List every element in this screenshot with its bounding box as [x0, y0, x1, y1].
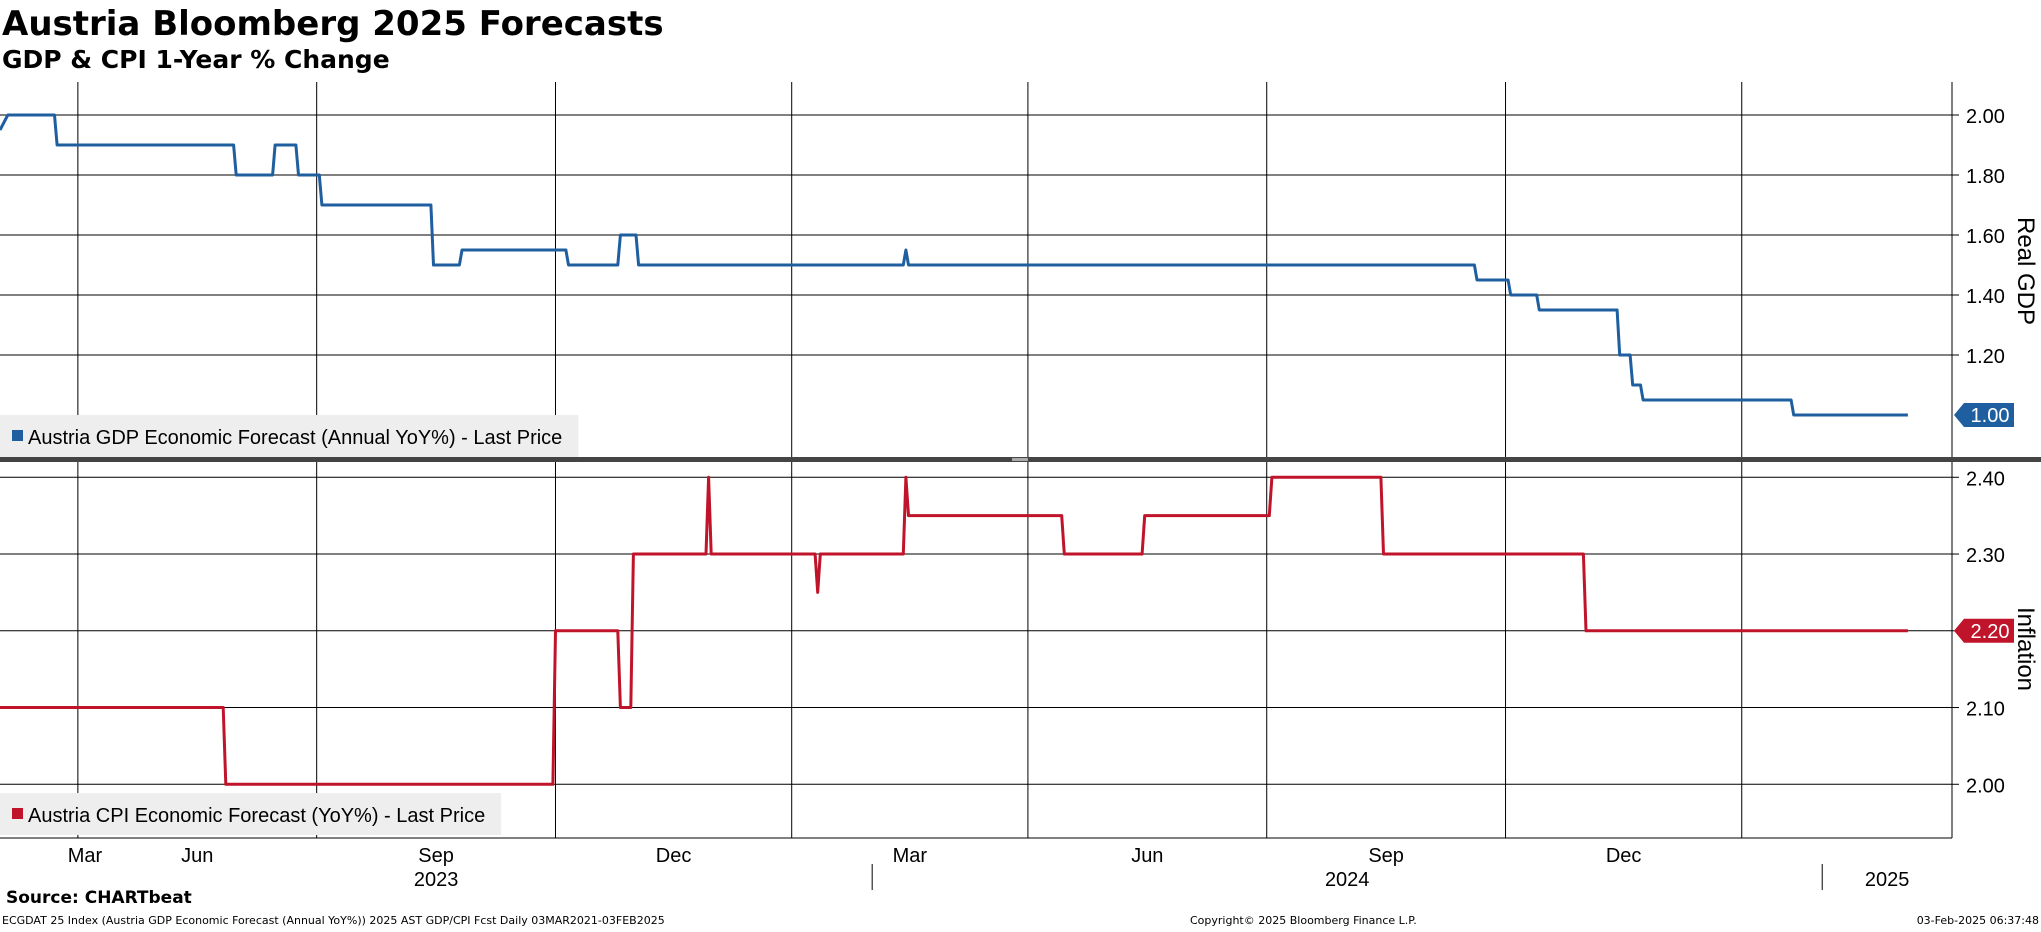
- last-value-callout: 2.20: [1954, 618, 2014, 643]
- x-year-label: 2024: [1325, 869, 1370, 890]
- x-month-label: Jun: [181, 845, 213, 867]
- x-year-label: 2023: [414, 869, 459, 890]
- y-tick-label: 2.10: [1966, 699, 2005, 721]
- last-value-callout: 1.00: [1954, 403, 2014, 427]
- y-axis-title: Real GDP: [2012, 217, 2039, 325]
- chart-area: 1.20 1.40 1.60 1.80 2.00 Real GDP 1.00 Austria …: [0, 82, 2041, 890]
- source-note: Source: CHARTbeat: [6, 888, 192, 908]
- chart-title: Austria Bloomberg 2025 Forecasts: [2, 4, 664, 44]
- legend-swatch: [12, 430, 23, 441]
- last-value-label: 2.20: [1971, 621, 2010, 643]
- last-value-marker: [1954, 618, 2014, 643]
- x-year-label: 2025: [1865, 869, 1910, 890]
- y-tick-label: 2.00: [1966, 775, 2005, 797]
- legend-top: Austria GDP Economic Forecast (Annual Yo…: [0, 415, 579, 457]
- y-tick-label: 1.20: [1966, 346, 2005, 368]
- legend-label: Austria GDP Economic Forecast (Annual Yo…: [28, 427, 562, 449]
- chart-subtitle: GDP & CPI 1-Year % Change: [2, 45, 390, 74]
- y-tick-label: 1.80: [1966, 166, 2005, 188]
- y-tick-label: 2.30: [1966, 545, 2005, 567]
- series-line-top: [0, 113, 1908, 417]
- x-month-label: Mar: [893, 845, 928, 867]
- x-month-label: Dec: [1606, 845, 1642, 867]
- series-line-bottom: [0, 475, 1908, 786]
- last-value-marker: [1954, 403, 2014, 427]
- y-tick-label: 2.00: [1966, 106, 2005, 128]
- y-tick-label: 2.40: [1966, 468, 2005, 490]
- y-tick-label: 1.60: [1966, 226, 2005, 248]
- x-month-label: Mar: [68, 845, 103, 867]
- footer-copyright: Copyright© 2025 Bloomberg Finance L.P.: [1190, 914, 1417, 927]
- y-tick-label: 1.40: [1966, 286, 2005, 308]
- y-axis-title: Inflation: [2012, 607, 2039, 691]
- divider-handle: [1012, 458, 1028, 461]
- footer-timestamp: 03-Feb-2025 06:37:48: [1916, 914, 2039, 927]
- legend-label: Austria CPI Economic Forecast (YoY%) - L…: [28, 805, 485, 827]
- last-value-label: 1.00: [1971, 405, 2010, 427]
- x-month-label: Jun: [1131, 845, 1163, 867]
- x-month-label: Dec: [656, 845, 692, 867]
- legend-background: [0, 415, 579, 457]
- legend-bottom: Austria CPI Economic Forecast (YoY%) - L…: [0, 793, 502, 835]
- legend-background: [0, 793, 502, 835]
- x-month-label: Sep: [1368, 845, 1404, 867]
- x-month-label: Sep: [418, 845, 454, 867]
- footer-index-info: ECGDAT 25 Index (Austria GDP Economic Fo…: [2, 914, 665, 927]
- legend-swatch: [12, 808, 23, 819]
